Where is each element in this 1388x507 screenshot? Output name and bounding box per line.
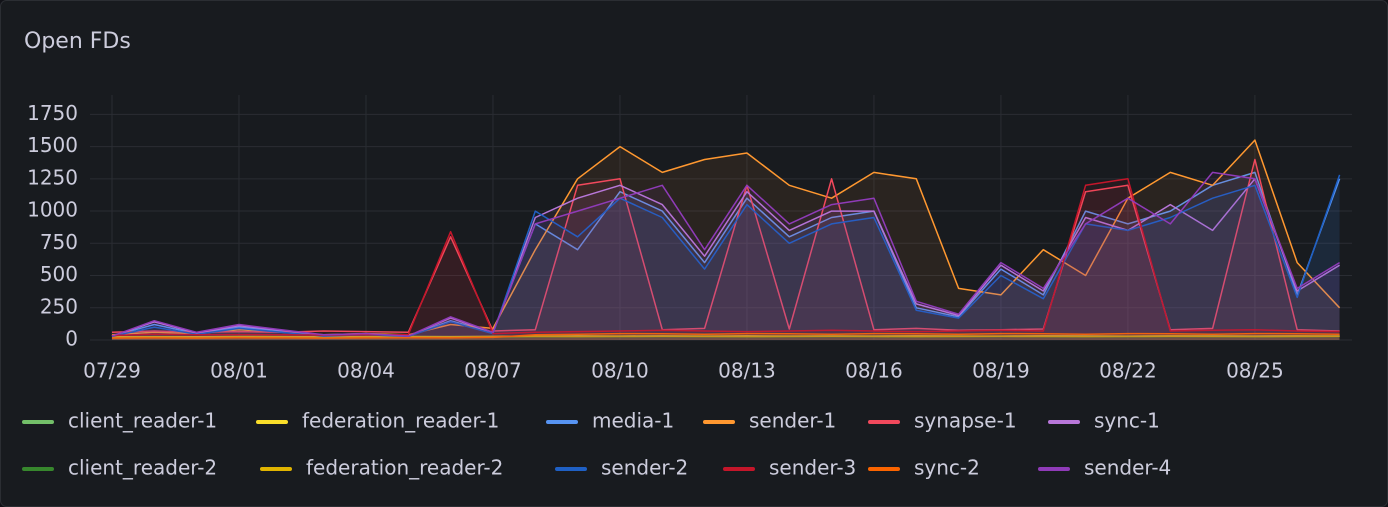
series-area (112, 140, 1340, 340)
x-tick-label: 08/04 (337, 359, 395, 383)
legend-label[interactable]: client_reader-2 (68, 456, 217, 480)
legend-label[interactable]: sender-4 (1084, 456, 1171, 480)
series-area (112, 174, 1340, 340)
legend-label[interactable]: sender-2 (601, 456, 688, 480)
legend-label[interactable]: sender-3 (769, 456, 856, 480)
y-tick-label: 0 (65, 327, 78, 351)
y-tick-label: 750 (40, 230, 78, 254)
series-area (112, 178, 1340, 340)
legend-label[interactable]: federation_reader-2 (306, 456, 503, 480)
legend-label[interactable]: media-1 (592, 409, 674, 433)
series-area (112, 178, 1340, 340)
series-area (112, 172, 1340, 340)
x-tick-label: 08/07 (464, 359, 522, 383)
y-tick-label: 1750 (27, 101, 78, 125)
series-line (111, 332, 1340, 339)
legend-label[interactable]: federation_reader-1 (302, 409, 499, 433)
series-line (111, 171, 1340, 337)
y-tick-label: 1500 (27, 133, 78, 157)
y-tick-label: 250 (40, 294, 78, 318)
y-tick-label: 500 (40, 262, 78, 286)
legend-label[interactable]: sync-1 (1094, 409, 1160, 433)
x-tick-label: 07/29 (83, 359, 141, 383)
y-tick-label: 1000 (27, 198, 78, 222)
series-line (111, 335, 1340, 338)
series-area (112, 159, 1340, 340)
x-tick-label: 08/19 (972, 359, 1030, 383)
legend-label[interactable]: sync-2 (914, 456, 980, 480)
x-tick-label: 08/22 (1099, 359, 1157, 383)
x-tick-label: 08/13 (718, 359, 776, 383)
legend-label[interactable]: synapse-1 (914, 409, 1017, 433)
legend-label[interactable]: client_reader-1 (68, 409, 217, 433)
x-tick-label: 08/01 (210, 359, 268, 383)
y-tick-label: 1250 (27, 165, 78, 189)
legend-label[interactable]: sender-1 (749, 409, 836, 433)
x-tick-label: 08/10 (591, 359, 649, 383)
series-line (111, 178, 1340, 337)
series-line (111, 158, 1340, 334)
panel-title: Open FDs (24, 29, 131, 54)
x-tick-label: 08/16 (845, 359, 903, 383)
x-tick-label: 08/25 (1226, 359, 1284, 383)
